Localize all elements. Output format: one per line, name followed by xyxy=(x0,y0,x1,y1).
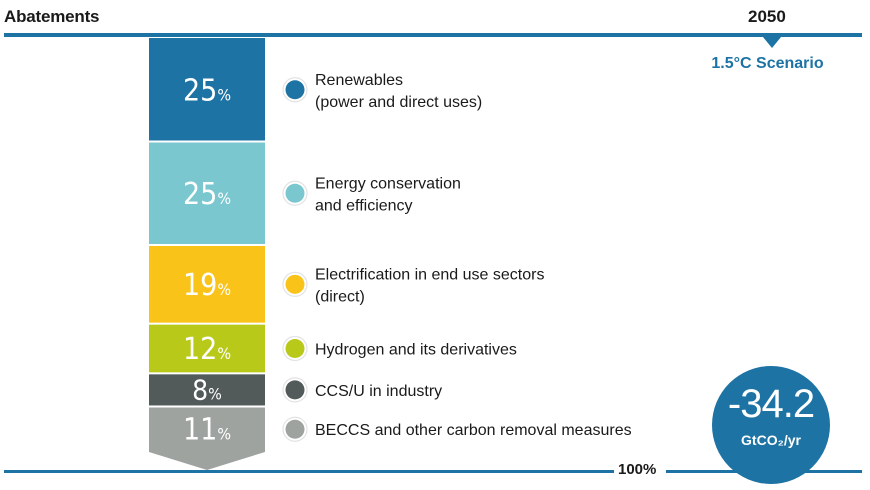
bar-segment-1 xyxy=(149,38,265,141)
total-abatement-badge: -34.2 GtCO₂/yr xyxy=(712,366,830,484)
legend-label-6: BECCS and other carbon removal measures xyxy=(315,422,632,439)
legend-marker-5 xyxy=(285,380,305,400)
bar-value-label-3: 19% xyxy=(183,268,231,303)
total-abatement-unit: GtCO₂/yr xyxy=(741,432,801,448)
legend-marker-6 xyxy=(285,419,305,439)
legend-label-4: Hydrogen and its derivatives xyxy=(315,342,517,359)
bottom-rule xyxy=(4,470,614,473)
chart-title: Abatements xyxy=(4,7,100,26)
bar-segment-2 xyxy=(149,142,265,244)
bar-segment-5 xyxy=(149,374,265,406)
legend-sublabel-2: and efficiency xyxy=(315,197,413,214)
top-rule xyxy=(4,33,862,37)
legend-label-1: Renewables xyxy=(315,72,403,89)
legend-marker-2 xyxy=(285,183,305,203)
legend-label-2: Energy conservation xyxy=(315,175,461,192)
year-label: 2050 xyxy=(748,7,786,26)
legend-marker-3 xyxy=(285,274,305,294)
legend-label-5: CCS/U in industry xyxy=(315,383,442,400)
legend-marker-4 xyxy=(285,339,305,358)
scenario-label: 1.5°C Scenario xyxy=(711,55,824,72)
total-percent-label: 100% xyxy=(618,461,657,478)
bar-segment-4 xyxy=(149,324,265,373)
legend-marker-1 xyxy=(285,80,305,100)
legend-sublabel-3: (direct) xyxy=(315,288,365,305)
bar-value-label-2: 25% xyxy=(183,177,231,212)
bar-segment-3 xyxy=(149,246,265,323)
legend-label-3: Electrification in end use sectors xyxy=(315,266,544,283)
bar-segment-6 xyxy=(149,407,265,470)
bar-value-label-5: 8% xyxy=(192,374,222,407)
scenario-pointer-icon xyxy=(763,37,781,48)
bar-value-label-6: 11% xyxy=(183,413,231,448)
legend-sublabel-1: (power and direct uses) xyxy=(315,94,482,111)
bar-value-label-1: 25% xyxy=(183,73,231,108)
total-abatement-value: -34.2 xyxy=(727,382,815,426)
bar-value-label-4: 12% xyxy=(183,332,231,367)
